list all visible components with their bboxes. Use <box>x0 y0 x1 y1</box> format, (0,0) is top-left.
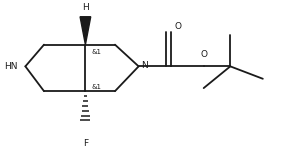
Text: &1: &1 <box>92 84 102 90</box>
Text: O: O <box>175 22 182 31</box>
Text: F: F <box>83 139 88 148</box>
Text: N: N <box>141 61 148 70</box>
Polygon shape <box>80 17 91 45</box>
Text: H: H <box>82 3 89 12</box>
Text: HN: HN <box>4 62 17 71</box>
Text: &1: &1 <box>92 49 102 54</box>
Text: O: O <box>200 50 208 59</box>
